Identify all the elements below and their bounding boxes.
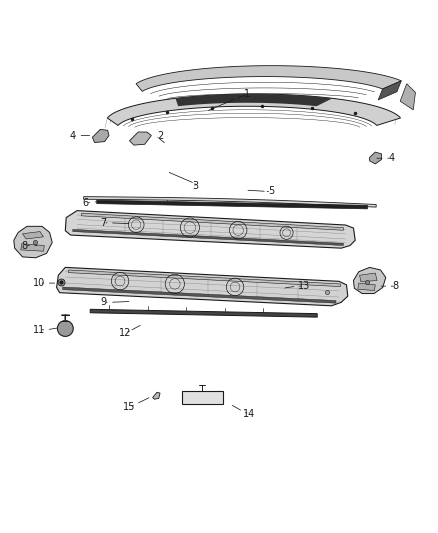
Polygon shape	[22, 231, 43, 239]
Polygon shape	[353, 268, 386, 294]
Text: 1: 1	[244, 89, 251, 99]
Polygon shape	[370, 152, 381, 164]
Text: 9: 9	[100, 297, 106, 308]
Text: 2: 2	[157, 131, 163, 141]
Polygon shape	[14, 227, 52, 258]
Polygon shape	[107, 94, 400, 125]
Polygon shape	[152, 392, 160, 399]
Text: 13: 13	[298, 281, 310, 291]
Polygon shape	[176, 94, 332, 106]
Polygon shape	[65, 211, 355, 248]
Text: 4: 4	[389, 153, 395, 163]
Polygon shape	[57, 268, 348, 306]
Polygon shape	[68, 270, 340, 287]
Text: 5: 5	[268, 187, 275, 196]
Text: 3: 3	[192, 181, 198, 191]
Polygon shape	[378, 81, 401, 100]
Text: 4: 4	[70, 131, 76, 141]
Text: 12: 12	[119, 328, 131, 338]
Polygon shape	[73, 229, 343, 246]
Polygon shape	[81, 213, 343, 230]
Text: 11: 11	[33, 325, 45, 335]
Text: 14: 14	[244, 409, 256, 419]
Polygon shape	[130, 132, 151, 145]
Text: 15: 15	[124, 402, 136, 412]
Circle shape	[57, 321, 73, 336]
Polygon shape	[84, 197, 376, 207]
Polygon shape	[136, 66, 401, 91]
Polygon shape	[97, 200, 367, 209]
Polygon shape	[358, 283, 375, 290]
Text: 8: 8	[21, 240, 28, 251]
Text: 7: 7	[100, 218, 106, 228]
Polygon shape	[182, 391, 223, 404]
Polygon shape	[21, 244, 44, 251]
Text: 6: 6	[83, 198, 89, 208]
Polygon shape	[63, 287, 336, 303]
Polygon shape	[90, 309, 317, 317]
Polygon shape	[400, 84, 416, 110]
Text: 10: 10	[33, 278, 45, 288]
Polygon shape	[92, 130, 109, 142]
Polygon shape	[360, 273, 377, 282]
Text: 8: 8	[393, 281, 399, 291]
